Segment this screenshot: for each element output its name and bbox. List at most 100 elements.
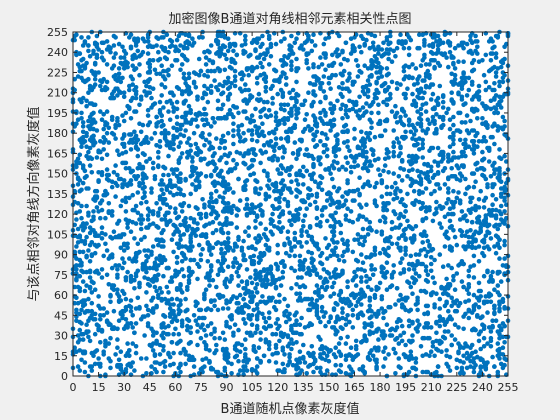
data-point xyxy=(287,90,292,95)
data-point xyxy=(116,89,122,94)
data-point xyxy=(447,244,453,249)
data-point xyxy=(113,352,118,357)
data-point xyxy=(423,186,429,191)
data-point xyxy=(115,345,120,351)
data-point xyxy=(176,365,182,371)
data-point xyxy=(84,103,89,109)
data-point xyxy=(253,186,258,191)
data-point xyxy=(132,207,137,213)
data-point xyxy=(434,338,439,344)
data-point xyxy=(225,48,231,54)
data-point xyxy=(367,219,373,225)
data-point xyxy=(493,51,499,56)
data-point xyxy=(345,284,350,290)
data-point xyxy=(225,75,231,81)
data-point xyxy=(118,203,124,209)
data-point xyxy=(118,176,124,182)
data-point xyxy=(428,268,434,274)
data-point xyxy=(74,161,79,167)
data-point xyxy=(449,317,455,322)
data-point xyxy=(111,229,117,234)
data-point xyxy=(127,166,132,171)
data-point xyxy=(183,176,188,182)
data-point xyxy=(217,171,222,176)
data-point xyxy=(376,167,381,172)
data-point xyxy=(502,124,507,129)
data-point xyxy=(381,214,386,220)
data-point xyxy=(231,190,236,195)
data-point xyxy=(229,66,234,71)
data-point xyxy=(422,246,427,252)
data-point xyxy=(323,276,328,282)
data-point xyxy=(437,152,443,158)
data-point xyxy=(328,171,333,176)
data-point xyxy=(263,85,269,90)
data-point xyxy=(118,245,124,251)
data-point xyxy=(345,238,350,244)
data-point xyxy=(466,130,472,136)
data-point xyxy=(502,323,507,329)
data-point xyxy=(294,194,299,199)
data-point xyxy=(152,130,158,136)
data-point xyxy=(75,240,81,245)
data-point xyxy=(200,95,205,101)
data-point xyxy=(278,102,284,108)
data-point xyxy=(260,33,265,39)
data-point xyxy=(231,264,236,270)
data-point xyxy=(388,327,393,333)
data-point xyxy=(164,68,170,74)
data-point xyxy=(183,40,188,46)
data-point xyxy=(306,152,311,158)
data-point xyxy=(292,122,298,128)
data-point xyxy=(454,365,460,371)
data-point xyxy=(273,350,279,356)
data-point xyxy=(372,267,378,272)
data-point xyxy=(142,263,147,268)
data-point xyxy=(302,213,308,218)
data-point xyxy=(241,358,246,364)
data-point xyxy=(330,325,335,330)
data-point xyxy=(481,198,487,203)
data-point xyxy=(449,295,455,301)
data-point xyxy=(318,319,323,325)
data-point xyxy=(166,130,171,136)
data-point xyxy=(312,290,318,295)
data-point xyxy=(176,303,182,309)
data-point xyxy=(174,99,180,105)
data-point xyxy=(435,364,441,369)
data-point xyxy=(214,342,219,348)
data-point xyxy=(461,59,466,64)
data-point xyxy=(227,41,233,47)
data-point xyxy=(92,287,98,293)
data-point xyxy=(364,338,369,344)
data-point xyxy=(224,298,229,303)
data-point xyxy=(483,294,489,299)
data-point xyxy=(350,307,356,313)
data-point xyxy=(471,275,477,280)
data-point xyxy=(301,199,306,205)
data-point xyxy=(135,295,141,301)
data-point xyxy=(292,244,298,249)
data-point xyxy=(154,264,159,270)
data-point xyxy=(212,326,217,332)
data-point xyxy=(181,222,187,228)
data-point xyxy=(196,315,202,321)
data-point xyxy=(399,106,405,112)
data-point xyxy=(195,145,200,151)
data-point xyxy=(311,264,316,270)
data-point xyxy=(219,265,224,271)
data-point xyxy=(393,180,398,186)
data-point xyxy=(294,318,299,324)
data-point xyxy=(417,32,422,37)
data-point xyxy=(446,364,451,369)
data-point xyxy=(502,304,507,310)
data-point xyxy=(420,128,426,133)
data-point xyxy=(133,91,139,97)
data-point xyxy=(289,323,294,329)
data-point xyxy=(115,116,120,121)
data-point xyxy=(140,176,146,182)
data-point xyxy=(485,269,490,275)
data-point xyxy=(125,362,130,368)
data-point xyxy=(193,117,199,122)
data-point xyxy=(231,203,236,209)
